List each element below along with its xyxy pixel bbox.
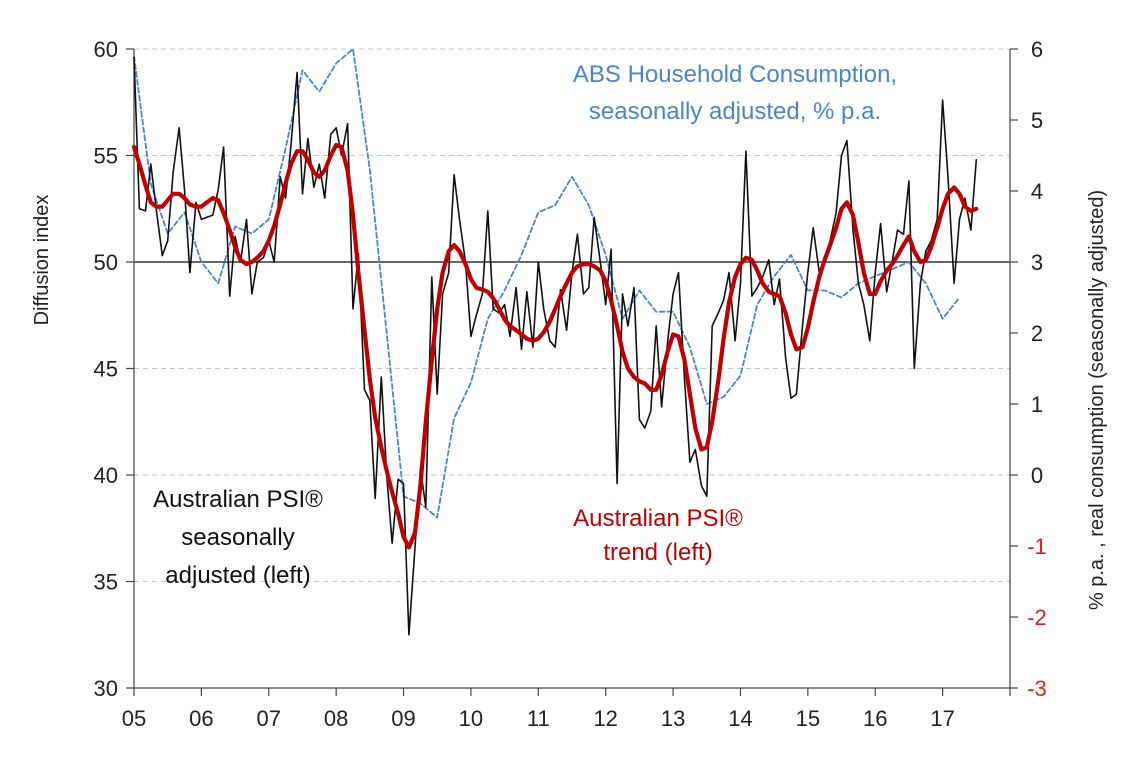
x-tick-label: 08 (324, 706, 348, 731)
x-tick-label: 07 (257, 706, 281, 731)
annotation-abs-line-2: seasonally adjusted, % p.a. (589, 98, 881, 125)
y-left-tick-label: 50 (94, 250, 118, 275)
x-tick-label: 15 (796, 706, 820, 731)
y-right-axis-label: % p.a. , real consumption (seasonally ad… (1086, 190, 1108, 610)
y-right-tick-label: 3 (1031, 250, 1043, 275)
y-left-tick-label: 55 (94, 144, 118, 169)
annotation-psi-sa-line-2: seasonally (181, 524, 294, 551)
annotation-psi-sa-line-3: adjusted (left) (165, 562, 310, 589)
annotation-psi-sa: Australian PSI® seasonally adjusted (lef… (153, 486, 323, 589)
y-right-tick-label: -2 (1027, 605, 1047, 630)
annotation-abs: ABS Household Consumption, seasonally ad… (573, 61, 897, 125)
y-right-tick-label: 6 (1031, 37, 1043, 62)
y-right-tick-label: 1 (1031, 392, 1043, 417)
x-tick-label: 17 (930, 706, 954, 731)
x-tick-label: 12 (593, 706, 617, 731)
x-tick-label: 06 (189, 706, 213, 731)
y-left-axis-label: Diffusion index (31, 195, 53, 326)
y-right-tick-label: 2 (1031, 321, 1043, 346)
annotation-psi-trend-line-1: Australian PSI® (573, 505, 743, 532)
psi-trend-line (131, 142, 979, 550)
abs-consumption-line (133, 48, 961, 519)
y-left-tick-label: 40 (94, 463, 118, 488)
y-right-tick-label: -1 (1027, 534, 1047, 559)
x-tick-label: 05 (122, 706, 146, 731)
y-left-tick-label: 45 (94, 357, 118, 382)
y-right-tick-label: 0 (1031, 463, 1043, 488)
y-left-tick-label: 60 (94, 37, 118, 62)
y-right-tick-label: -3 (1027, 676, 1047, 701)
annotation-psi-trend: Australian PSI® trend (left) (573, 505, 743, 566)
x-tick-label: 14 (728, 706, 752, 731)
y-right-tick-label: 5 (1031, 108, 1043, 133)
x-tick-label: 11 (527, 706, 550, 731)
y-right-tick-label: 4 (1031, 179, 1043, 204)
annotation-abs-line-1: ABS Household Consumption, (573, 61, 897, 88)
annotation-psi-sa-line-1: Australian PSI® (153, 486, 323, 513)
y-left-tick-label: 30 (94, 676, 118, 701)
x-tick-label: 10 (459, 706, 483, 731)
x-tick-label: 09 (391, 706, 415, 731)
series-layer (131, 48, 979, 636)
x-tick-label: 16 (863, 706, 887, 731)
y-left-tick-label: 35 (94, 570, 118, 595)
gridlines (134, 48, 1010, 582)
x-tick-label: 13 (661, 706, 685, 731)
psi-sa-line (133, 56, 978, 636)
annotation-psi-trend-line-2: trend (left) (603, 539, 712, 566)
